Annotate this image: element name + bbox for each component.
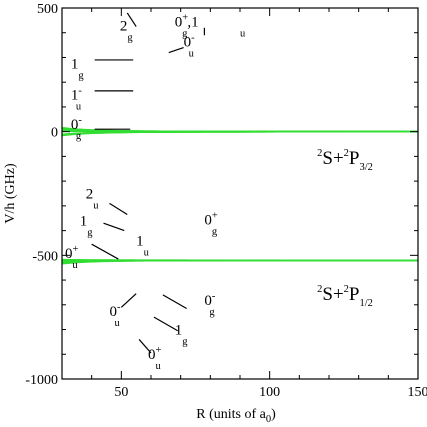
curve-label-base: 1: [71, 57, 79, 73]
curve-label-base: 1: [71, 88, 79, 104]
curve-label-sup: -: [78, 115, 82, 126]
curve-label-sup: +: [72, 244, 78, 255]
y-tick-label: 0: [51, 126, 58, 141]
asymptote-label-1: 2S+2P3/2: [317, 148, 373, 173]
curve-label-sub: g: [209, 307, 215, 318]
curve-label-base: 0: [184, 34, 192, 50]
asymptote-label-part: S+: [322, 148, 343, 169]
leader-line-9: [91, 243, 119, 260]
x-axis-label-sub: 0: [266, 414, 271, 425]
x-axis-label-main: R (units of a: [196, 407, 266, 422]
x-tick-label: 150: [408, 385, 427, 400]
curve-label-7: 0- g: [71, 115, 83, 142]
curve-label-sup: +: [156, 345, 162, 356]
curve-label-sub: u: [93, 200, 99, 211]
asymptote-label-part: S+: [322, 284, 343, 305]
curve-label-6: 1- u: [71, 86, 83, 113]
curve-label-11: 0+ u: [65, 244, 79, 271]
curve-label-2: 0+ g,1: [175, 13, 199, 40]
curve-label-1: 2g: [120, 18, 134, 43]
asymptote-label-2: 2S+2P1/2: [317, 284, 373, 309]
curve-label-base: 1: [175, 322, 183, 338]
curve-label-base: 1: [136, 233, 144, 249]
curve-label-14: 0- g: [204, 291, 216, 318]
curve-label-4: 0- u: [184, 32, 196, 59]
curve-label-sup: -: [78, 86, 82, 97]
curve-group: [62, 126, 418, 265]
curve-label-base: 0: [71, 117, 79, 133]
curve-label-base: 0: [204, 293, 212, 309]
curve-label-8: 0+ g: [204, 210, 218, 237]
curve-label-tail: ,1: [187, 15, 198, 31]
asymptote-label-part: 2: [344, 148, 349, 159]
asymptote-label-part: P: [349, 284, 360, 305]
y-tick-label: -1000: [25, 373, 58, 388]
curve-label-sub: g: [78, 71, 84, 82]
leader-line-1: [126, 12, 137, 27]
leader-line-3: [168, 47, 184, 54]
curve-label-base: 2: [120, 18, 128, 34]
curve-label-base: 0: [148, 347, 156, 363]
curve-label-sub: u: [240, 29, 246, 40]
curve-label-sub: g: [182, 29, 188, 40]
curve-label-sub: g: [212, 226, 218, 237]
asymptote-label-part: 2: [344, 284, 349, 295]
curve-label-sup: -: [191, 32, 195, 43]
potential-curve-12: [62, 130, 418, 137]
curve-label-base: 0: [175, 15, 183, 31]
curve-label-sub: u: [155, 361, 161, 372]
leader-lines: [91, 12, 205, 354]
asymptote-label-part: 3/2: [360, 162, 373, 173]
curve-label-16: 0+ u: [148, 345, 162, 372]
leader-line-13: [138, 339, 152, 354]
curve-label-base: 0: [204, 212, 212, 228]
leader-line-8: [103, 222, 125, 232]
curve-label-base: 1: [80, 214, 88, 230]
curve-label-13: 0- u: [109, 302, 121, 329]
curve-label-sup: +: [182, 13, 188, 24]
asymptote-label-part: 1/2: [360, 298, 373, 309]
x-tick-label: 100: [259, 385, 280, 400]
curve-label-base: 0: [65, 246, 73, 262]
curve-label-sup: -: [117, 302, 121, 313]
curve-label-sup: +: [212, 210, 218, 221]
asymptote-label-part: P: [349, 148, 360, 169]
leader-line-12: [153, 316, 178, 332]
potential-curve-22: [62, 259, 418, 265]
curve-label-base: 0: [109, 304, 117, 320]
curve-label-5: 1g: [71, 57, 85, 82]
curve-label-sub: g: [87, 228, 93, 239]
curve-label-sub: u: [144, 247, 150, 258]
curve-label-15: 1g: [175, 322, 189, 347]
curve-label-base: 2: [86, 186, 94, 202]
y-tick-label: -500: [32, 249, 58, 264]
curve-label-sub: u: [114, 318, 120, 329]
x-tick-label: 50: [114, 385, 128, 400]
leader-line-7: [109, 202, 128, 216]
asymptote-label-part: 2: [317, 148, 322, 159]
y-axis-label: V/h (GHz): [3, 163, 18, 224]
asymptote-label-part: 2: [317, 284, 322, 295]
x-axis-label-tail: ): [271, 407, 276, 422]
curve-label-10: 1g: [80, 214, 94, 239]
curve-label-sub: g: [127, 32, 133, 43]
curve-label-sub: g: [76, 131, 82, 142]
leader-line-10: [120, 293, 137, 308]
leader-line-11: [162, 294, 187, 310]
curve-label-sub: u: [189, 48, 195, 59]
y-tick-label: 500: [37, 2, 58, 17]
curve-label-sub: g: [182, 336, 188, 347]
curve-label-9: 2u: [86, 186, 100, 211]
curve-label-sup: -: [212, 291, 216, 302]
curve-label-12: 1u: [136, 233, 150, 258]
x-axis-label: R (units of a0): [196, 407, 276, 425]
curve-label-sub: u: [72, 260, 78, 271]
curve-label-3: u: [240, 29, 246, 40]
curve-label-sub: u: [76, 102, 82, 113]
